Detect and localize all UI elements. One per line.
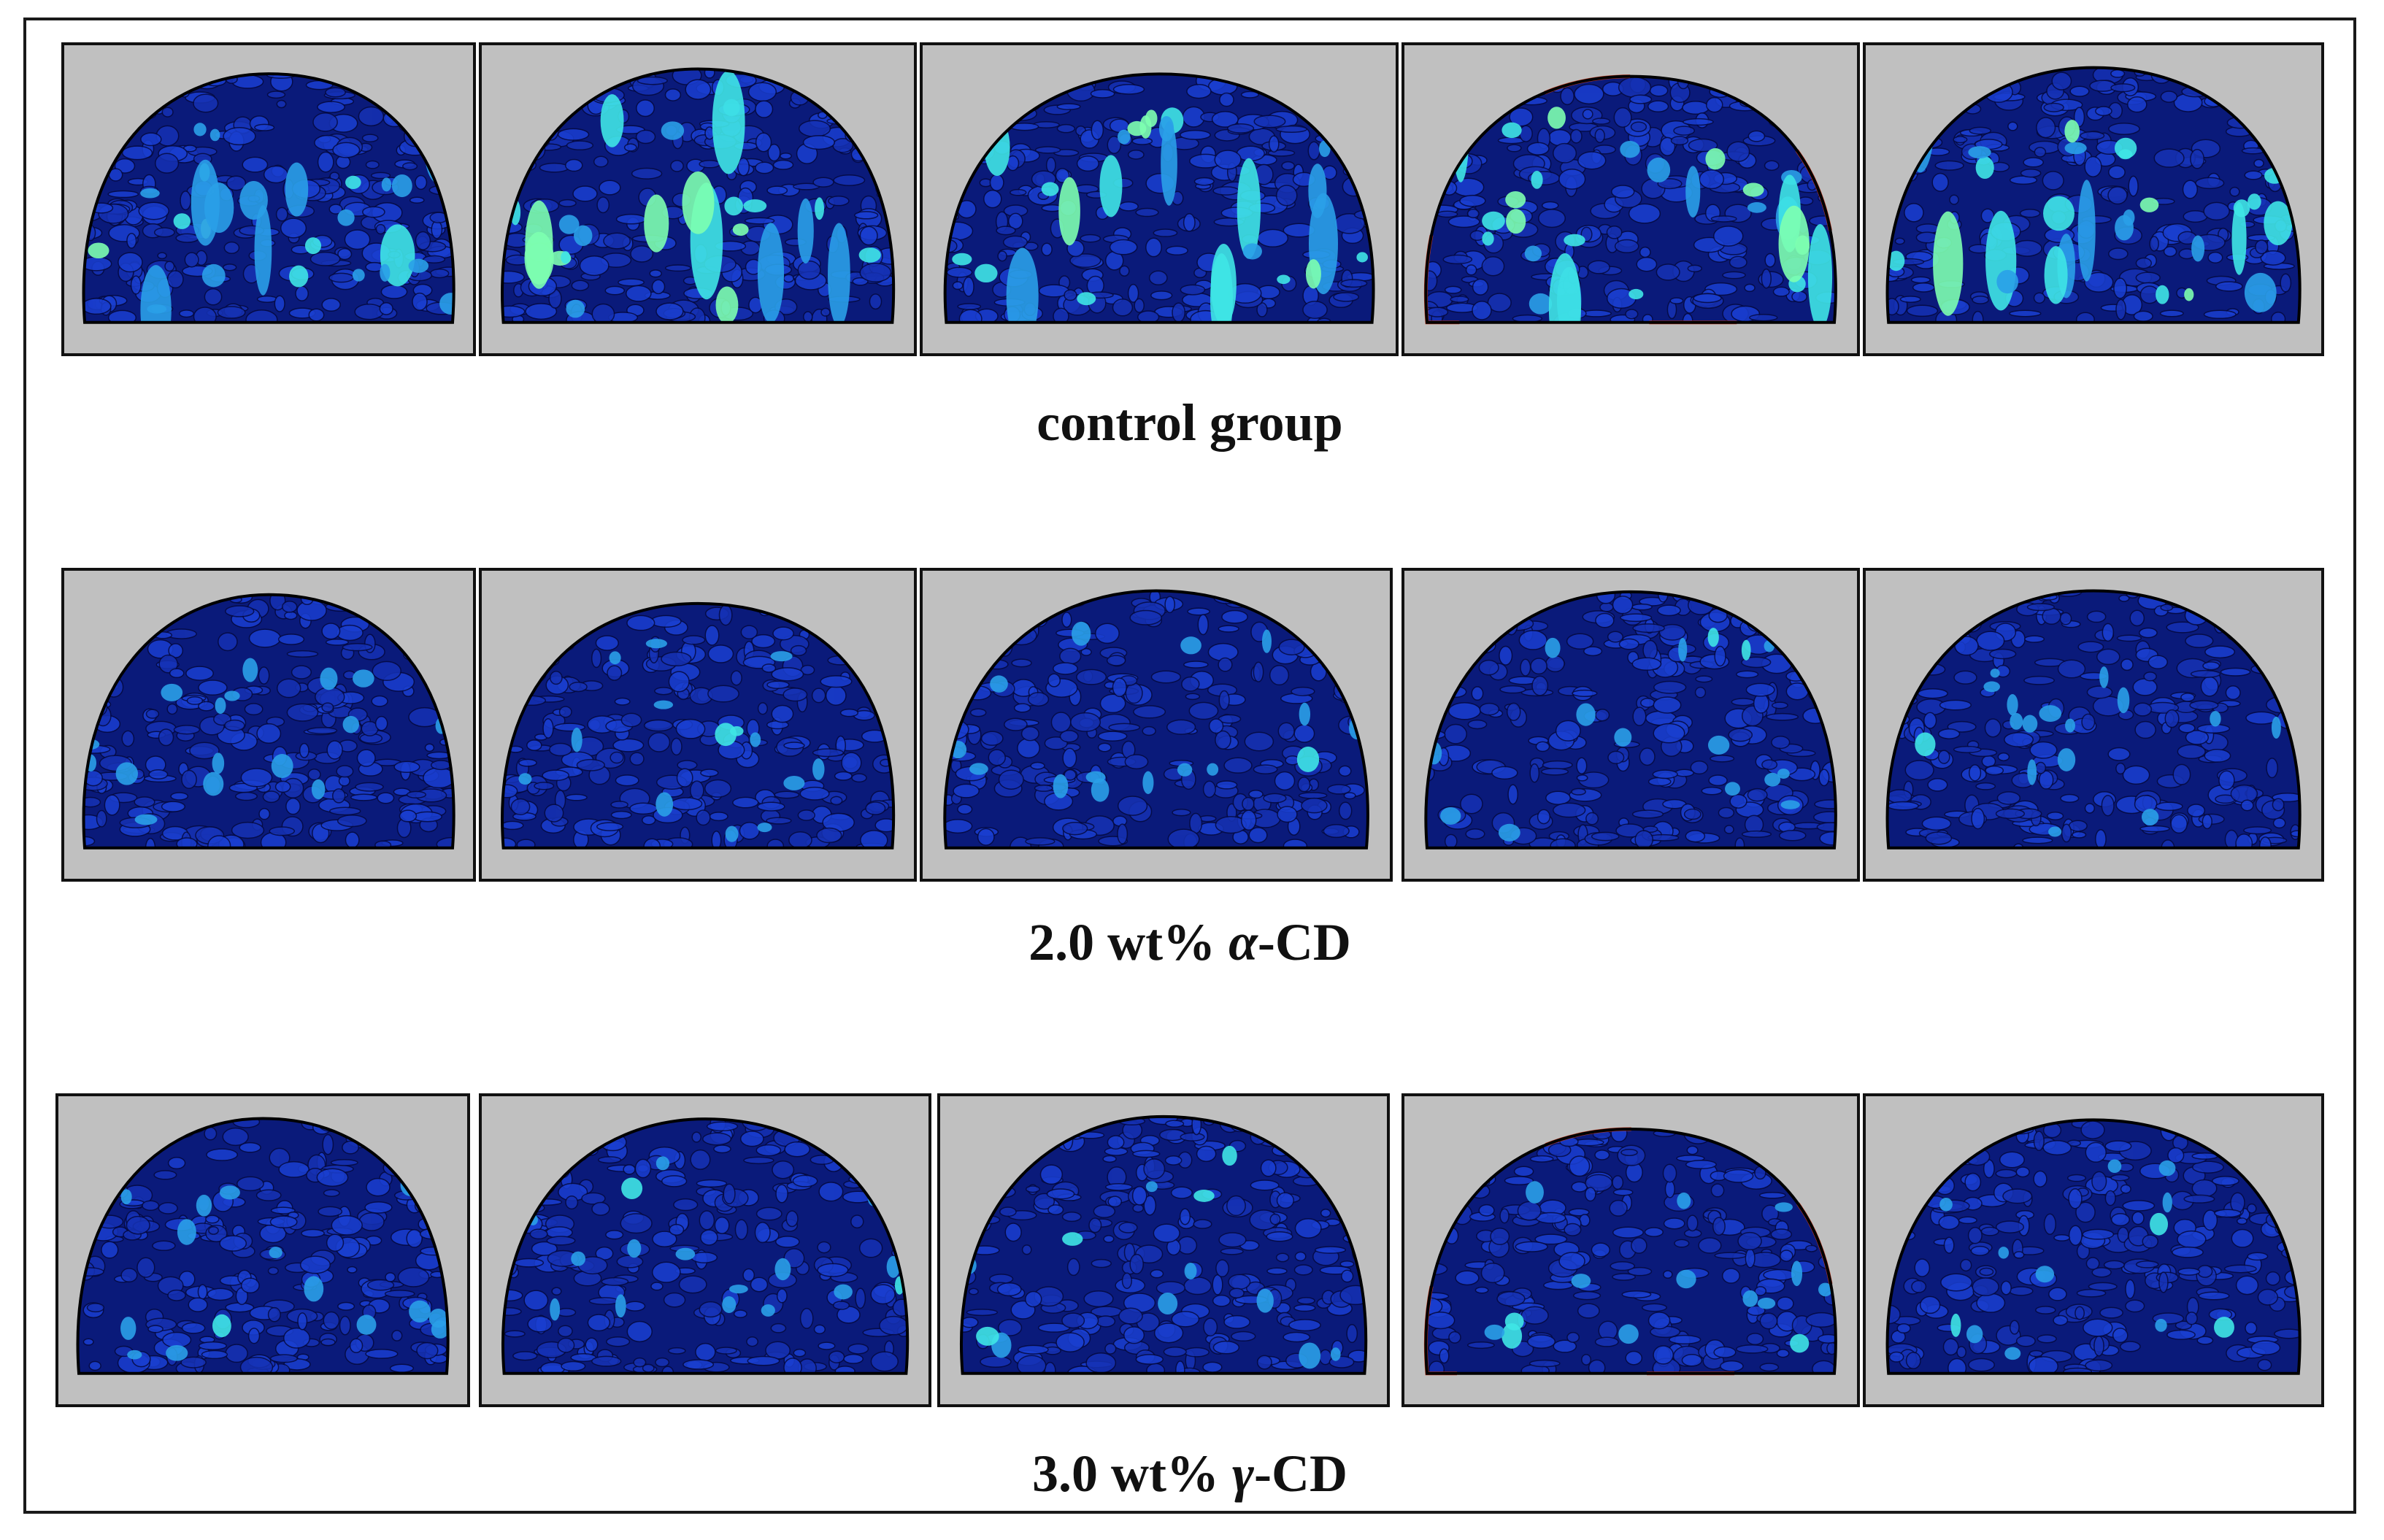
bread-slice-graphic [1885,66,2302,324]
caption-control-group: control group [26,393,2353,453]
caption-alpha-cd: 2.0 wt% α-CD [26,912,2353,973]
bread-slice-graphic [943,72,1375,324]
bread-slice-image [920,42,1399,356]
row-gamma-cd [55,1093,2324,1407]
bread-slice-graphic [82,72,455,324]
row-alpha-cd [61,568,2324,882]
bread-slice-image [1863,42,2324,356]
bread-slice-image [1401,568,1860,882]
bread-slice-graphic [1424,590,1837,850]
bread-slice-graphic [501,1117,910,1375]
bread-slice-image [920,568,1393,882]
bread-slice-graphic [1885,589,2302,850]
bread-slice-image [479,1093,931,1407]
row-control-group [61,42,2324,356]
bread-slice-image [1863,1093,2324,1407]
bread-slice-image [479,568,917,882]
bread-slice-image [937,1093,1390,1407]
caption-text: 3.0 wt% [1032,1444,1233,1503]
bread-slice-graphic [501,67,896,324]
bread-slice-image [55,1093,470,1407]
bread-slice-image [61,42,476,356]
crumb-region [77,1118,448,1374]
bread-slice-graphic [960,1114,1368,1375]
figure-frame: control group 2.0 wt% α-CD 3.0 wt% γ-CD [23,18,2356,1514]
caption-text: control group [1037,393,1343,452]
bread-slice-image [479,42,917,356]
bread-slice-graphic [1424,74,1838,325]
caption-gamma-cd: 3.0 wt% γ-CD [26,1444,2353,1504]
caption-text-suffix: -CD [1253,1444,1347,1503]
bread-slice-graphic [501,601,896,850]
bread-slice-graphic [1424,1127,1838,1376]
bread-slice-graphic [943,589,1369,850]
caption-greek: α [1228,913,1258,971]
bread-slice-image [61,568,476,882]
caption-greek: γ [1232,1444,1254,1503]
bread-slice-image [1863,568,2324,882]
caption-text: 2.0 wt% [1028,913,1229,971]
bread-slice-image [1401,42,1860,356]
bread-slice-graphic [76,1117,450,1375]
bread-slice-graphic [1885,1118,2302,1375]
caption-text-suffix: -CD [1257,913,1351,971]
bread-slice-image [1401,1093,1860,1407]
bread-slice-graphic [82,593,455,850]
